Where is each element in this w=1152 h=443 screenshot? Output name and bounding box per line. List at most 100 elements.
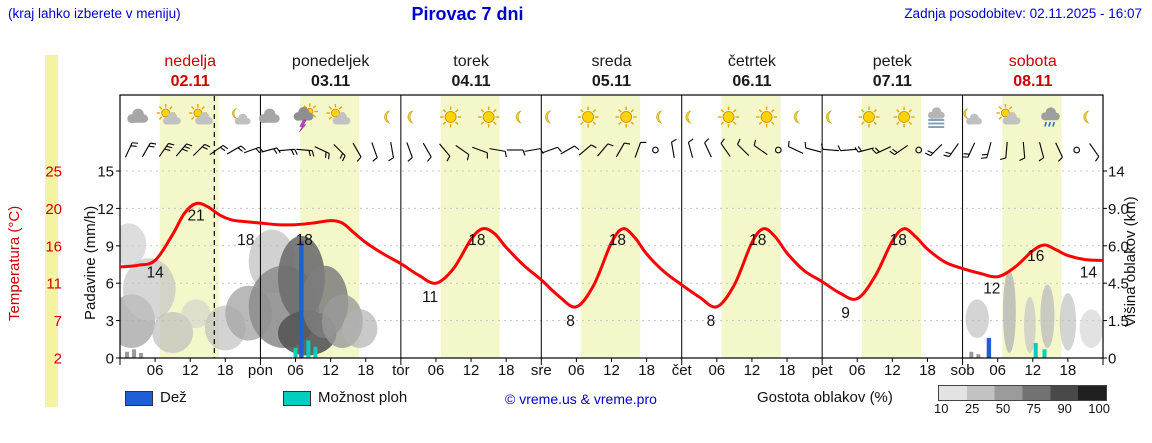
sun-icon <box>718 106 740 128</box>
day-name: četrtek <box>727 53 776 70</box>
wind-barb <box>388 142 395 162</box>
weekday-label: sre <box>531 362 552 379</box>
sun-icon <box>858 106 880 128</box>
wind-barb <box>209 144 229 156</box>
gray-precip-bar <box>132 349 137 358</box>
wind-barb <box>687 138 694 158</box>
wind-barb <box>788 140 804 154</box>
precipitation-tick-label: 15 <box>97 164 114 181</box>
hour-label: 18 <box>779 362 796 379</box>
rain-legend-swatch <box>125 391 153 406</box>
wind-barb <box>871 146 892 154</box>
wind-barb <box>124 142 139 158</box>
wind-barb <box>192 143 211 157</box>
wind-barb <box>489 148 507 158</box>
rain-legend-label: Dež <box>160 389 187 406</box>
precipitation-bars <box>125 240 1047 358</box>
wind-barb <box>670 138 677 158</box>
cloud-height-tick-label: 4.5 <box>1108 276 1129 293</box>
wind-barb <box>542 146 562 154</box>
temperature-value: 14 <box>1080 264 1098 281</box>
weather-icons <box>127 103 1090 133</box>
precipitation-tick-label: 0 <box>106 351 114 368</box>
wind-barb <box>774 146 782 154</box>
cloud-height-tick-label: 0 <box>1108 351 1116 368</box>
day-header: nedelja 02.11 <box>120 53 260 90</box>
day-header: sreda 05.11 <box>541 53 681 90</box>
shower-bar <box>1042 349 1047 358</box>
wind-barb <box>296 148 315 157</box>
storm-icon <box>293 103 319 133</box>
showers-legend-swatch <box>283 391 311 406</box>
temperature-value: 18 <box>468 232 485 249</box>
wind-barbs <box>124 138 1100 162</box>
sun-cloud-icon <box>156 104 181 125</box>
wind-barb <box>261 147 281 154</box>
cloud-blob <box>152 311 194 354</box>
day-date: 06.11 <box>732 72 772 90</box>
density-tick-label: 100 <box>1088 401 1110 416</box>
moon-icon <box>515 110 522 124</box>
wind-barb <box>278 148 298 156</box>
sun-icon <box>577 106 599 128</box>
moon-icon <box>656 110 663 124</box>
moon-icon <box>825 110 833 124</box>
copyright-link[interactable]: © vreme.us & vreme.pro <box>505 391 657 407</box>
hour-label: 06 <box>147 362 164 379</box>
cloud-blob <box>1002 270 1016 354</box>
gray-precip-bar <box>976 354 981 358</box>
hour-label: 18 <box>1060 362 1077 379</box>
wind-barb <box>962 142 976 158</box>
hour-label: 18 <box>498 362 515 379</box>
precipitation-tick-label: 3 <box>106 313 114 330</box>
moon-icon <box>545 110 552 124</box>
rain-bar <box>299 240 304 358</box>
left-accent-strip <box>45 55 58 407</box>
hour-label: 06 <box>708 362 725 379</box>
wind-barb <box>837 145 857 152</box>
wind-barb <box>422 142 432 162</box>
sun-icon <box>615 106 637 128</box>
day-date: 04.11 <box>451 72 491 90</box>
cloud-blob <box>1079 309 1103 349</box>
cloud-blob <box>1040 284 1055 349</box>
temperature-tick-label: 25 <box>45 164 62 181</box>
cloud-height-tick-label: 6.0 <box>1108 238 1129 255</box>
wind-barb <box>634 141 647 158</box>
hour-label: 06 <box>428 362 445 379</box>
shower-bar <box>293 348 298 358</box>
wind-barb <box>371 142 378 162</box>
hour-label: 12 <box>603 362 620 379</box>
wind-barb <box>226 145 246 155</box>
sun-icon <box>478 106 500 128</box>
cloud-blob <box>1024 296 1036 354</box>
temperature-value: 9 <box>841 305 850 322</box>
shower-bar <box>306 340 311 358</box>
wind-barb <box>406 142 413 162</box>
page-title: Pirovac 7 dni <box>411 4 524 24</box>
hour-label: 12 <box>744 362 761 379</box>
wind-barb <box>854 146 874 153</box>
gray-precip-bar <box>125 351 130 358</box>
day-name: sreda <box>591 53 632 70</box>
wind-barb <box>597 143 614 157</box>
day-date: 08.11 <box>1013 72 1053 90</box>
daylight-bands <box>159 96 1062 358</box>
wind-barb <box>720 138 731 157</box>
wind-barb <box>314 146 330 160</box>
day-name: ponedeljek <box>291 53 370 70</box>
moon-icon <box>1083 110 1090 124</box>
day-date: 03.11 <box>311 72 351 90</box>
density-tick-label: 75 <box>1026 401 1042 416</box>
temperature-tick-label: 7 <box>54 313 62 330</box>
day-header: četrtek 06.11 <box>682 53 822 90</box>
moon-cloud-icon <box>963 108 982 125</box>
temperature-value: 11 <box>422 289 438 306</box>
wind-barb <box>925 143 943 157</box>
wind-barb <box>175 143 193 157</box>
cloud-density-label: Gostota oblakov (%) <box>757 389 893 406</box>
wind-barb <box>333 143 346 162</box>
temperature-value: 21 <box>187 208 204 225</box>
fog-icon <box>927 107 945 128</box>
temperature-tick-label: 16 <box>45 238 62 255</box>
